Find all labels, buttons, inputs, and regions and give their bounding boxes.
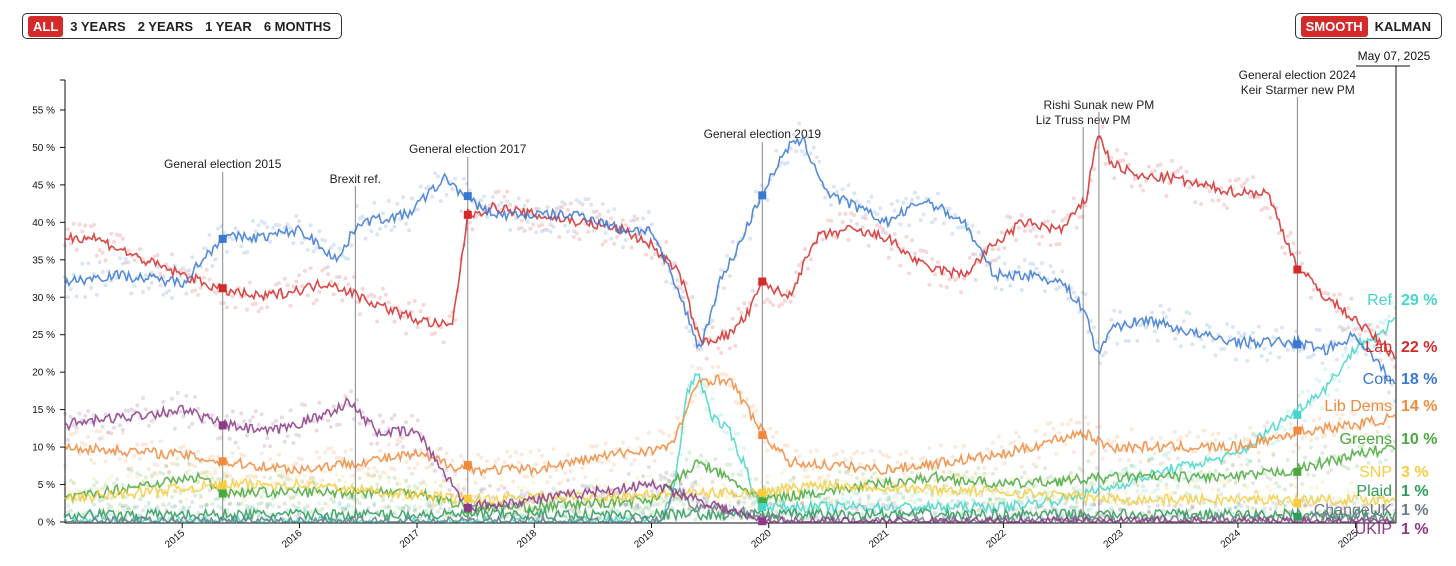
party-value-changeuk: 1 % (1401, 502, 1429, 519)
trend-line-greens (64, 444, 1396, 514)
result-marker-snp (1293, 499, 1302, 508)
result-marker-lab (758, 277, 767, 286)
smoothing-method-selector: SMOOTH KALMAN (1294, 13, 1442, 39)
party-name-ukip: UKIP (1355, 521, 1392, 538)
party-name-greens: Greens (1340, 431, 1392, 448)
event-label: Liz Truss new PM (1036, 113, 1131, 127)
trend-line-ukip (64, 397, 1396, 524)
method_buttons-smooth-button[interactable]: SMOOTH (1300, 15, 1368, 37)
y-tick-label: 35 % (32, 255, 55, 266)
y-tick-label: 5 % (38, 480, 55, 491)
result-marker-snp (758, 488, 767, 497)
range_buttons-3-years-button[interactable]: 3 YEARS (70, 18, 126, 34)
y-tick-label: 55 % (32, 105, 55, 116)
x-tick-label: 2015 (163, 528, 187, 551)
x-tick-label: 2022 (984, 528, 1008, 551)
party-name-changeuk: ChangeUK (1314, 502, 1393, 519)
event-label: General election 2024 (1239, 68, 1357, 82)
trend-line-lib-dems (64, 374, 1396, 478)
range_buttons-2-years-button[interactable]: 2 YEARS (137, 18, 194, 34)
y-tick-label: 25 % (32, 330, 55, 341)
party-name-snp: SNP (1359, 464, 1392, 481)
result-marker-ref (758, 503, 767, 512)
party-end-labels: Ref 29 % Lab 22 % Con 18 % Lib Dems 14 % Greens 1… (1314, 292, 1438, 538)
result-marker-greens (758, 497, 767, 506)
current-date-label: May 07, 2025 (1358, 49, 1431, 63)
y-tick-label: 0 % (38, 518, 55, 529)
trend-lines (64, 134, 1396, 525)
result-marker-con (1293, 340, 1302, 349)
x-tick-label: 2023 (1102, 528, 1126, 551)
result-marker-con (218, 234, 227, 243)
y-tick-label: 40 % (32, 218, 55, 229)
election-results (218, 191, 1302, 526)
y-tick-label: 20 % (32, 368, 55, 379)
trend-line-snp (64, 476, 1396, 508)
trend-line-changeuk (64, 486, 1395, 525)
result-marker-lib-dems (1293, 426, 1302, 435)
party-name-lib-dems: Lib Dems (1324, 398, 1392, 415)
event-label: Brexit ref. (330, 172, 381, 186)
party-value-greens: 10 % (1401, 431, 1437, 448)
y-tick-label: 15 % (32, 405, 55, 416)
y-tick-label: 30 % (32, 293, 55, 304)
result-marker-con (463, 192, 472, 201)
party-name-plaid: Plaid (1356, 483, 1392, 500)
y-tick-label: 50 % (32, 143, 55, 154)
party-value-con: 18 % (1401, 371, 1437, 388)
method_buttons-kalman-button[interactable]: KALMAN (1374, 18, 1431, 34)
x-tick-label: 2024 (1219, 528, 1243, 551)
time-range-selector: ALL 3 YEARS 2 YEARS 1 YEAR 6 MONTHS (22, 13, 342, 39)
result-marker-greens (218, 489, 227, 498)
x-tick-label: 2016 (280, 528, 304, 551)
range_buttons-6-months-button[interactable]: 6 MONTHS (263, 18, 331, 34)
result-marker-snp (463, 494, 472, 503)
trend-line-lab (64, 135, 1396, 360)
event-label: General election 2017 (409, 142, 527, 156)
party-value-ukip: 1 % (1401, 521, 1429, 538)
event-label: General election 2019 (704, 127, 822, 141)
x-tick-label: 2020 (750, 528, 774, 551)
range_buttons-1-year-button[interactable]: 1 YEAR (205, 18, 252, 34)
result-marker-snp (218, 481, 227, 490)
y-tick-label: 45 % (32, 180, 55, 191)
party-value-ref: 29 % (1401, 292, 1437, 309)
result-marker-lab (1293, 265, 1302, 274)
result-marker-lib-dems (758, 431, 767, 440)
result-marker-ref (1293, 410, 1302, 419)
party-name-lab: Lab (1365, 339, 1392, 356)
y-tick-label: 10 % (32, 443, 55, 454)
party-value-plaid: 1 % (1401, 483, 1429, 500)
party-name-ref: Ref (1367, 292, 1392, 309)
x-tick-label: 2019 (632, 528, 656, 551)
result-marker-lib-dems (218, 457, 227, 466)
result-marker-greens (1293, 467, 1302, 476)
range_buttons-all-button[interactable]: ALL (28, 15, 64, 37)
x-tick-label: 2018 (515, 528, 539, 551)
party-value-snp: 3 % (1401, 464, 1429, 481)
poll-dots-lib-dems (63, 364, 1397, 489)
result-marker-plaid (1293, 512, 1302, 521)
result-marker-ukip (463, 503, 472, 512)
party-value-lab: 22 % (1401, 339, 1437, 356)
event-label: General election 2015 (164, 157, 282, 171)
event-label: Keir Starmer new PM (1241, 83, 1355, 97)
event-markers: General election 2015 Brexit ref. General … (164, 68, 1356, 522)
event-label: Rishi Sunak new PM (1044, 98, 1155, 112)
result-marker-ukip (218, 421, 227, 430)
result-marker-lab (463, 210, 472, 219)
x-tick-label: 2021 (867, 528, 891, 551)
trend-line-con (64, 134, 1396, 385)
party-value-lib-dems: 14 % (1401, 398, 1437, 415)
party-name-con: Con (1363, 371, 1392, 388)
result-marker-con (758, 191, 767, 200)
result-marker-lib-dems (463, 461, 472, 470)
x-tick-label: 2017 (398, 528, 422, 551)
result-marker-ukip (758, 517, 767, 526)
result-marker-lab (218, 284, 227, 293)
